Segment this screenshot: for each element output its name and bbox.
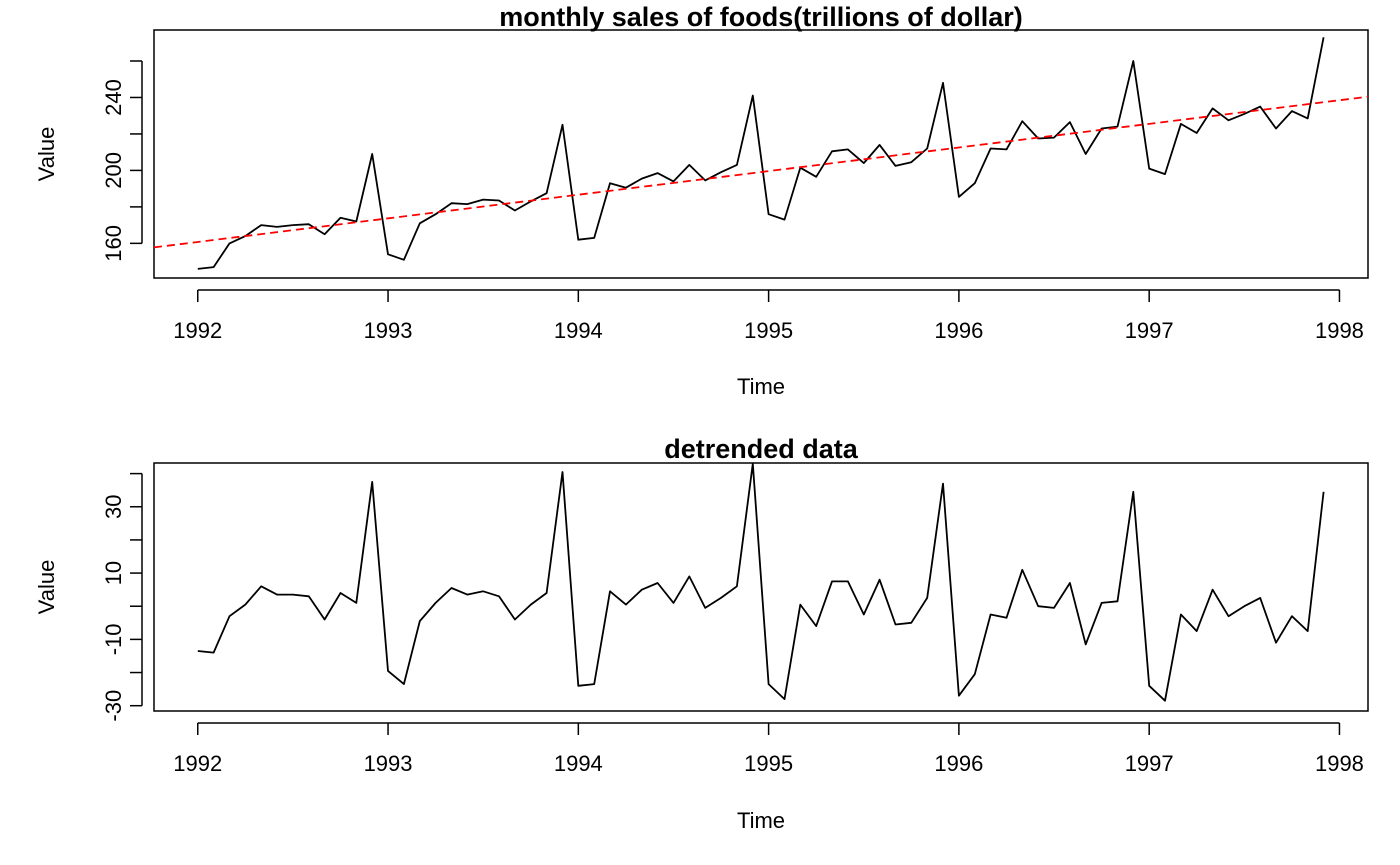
x-axis: 1992 1993 1994 1995 1996 1997 1998 <box>173 289 1364 343</box>
x-tick-label: 1998 <box>1315 751 1364 776</box>
panel-monthly-sales: monthly sales of foods(trillions of doll… <box>34 2 1369 399</box>
x-tick-label: 1997 <box>1125 318 1174 343</box>
y-tick-label: 240 <box>101 79 126 116</box>
x-axis: 1992 1993 1994 1995 1996 1997 1998 <box>173 722 1364 776</box>
x-axis-label: Time <box>737 374 785 399</box>
series-line <box>197 37 1325 270</box>
x-tick-label: 1993 <box>364 318 413 343</box>
y-axis-label: Value <box>34 560 59 615</box>
panel-title: monthly sales of foods(trillions of doll… <box>499 2 1023 32</box>
y-axis: -30 -10 10 30 <box>101 472 143 722</box>
series-line <box>197 462 1325 702</box>
x-tick-label: 1993 <box>364 751 413 776</box>
x-tick-label: 1998 <box>1315 318 1364 343</box>
x-tick-label: 1996 <box>934 318 983 343</box>
panel-detrended: detrended data 1992 1993 1994 1995 1996 1997 1… <box>34 434 1369 833</box>
y-tick-label: 30 <box>101 495 126 519</box>
trend-line <box>153 95 1369 249</box>
x-tick-label: 1994 <box>554 751 603 776</box>
x-tick-label: 1995 <box>744 751 793 776</box>
series-layer <box>153 37 1369 270</box>
series-layer <box>197 462 1325 702</box>
x-tick-label: 1992 <box>173 751 222 776</box>
x-axis-label: Time <box>737 808 785 833</box>
panel-title: detrended data <box>664 434 859 464</box>
y-axis-label: Value <box>34 127 59 182</box>
x-tick-label: 1996 <box>934 751 983 776</box>
y-tick-label: 160 <box>101 225 126 262</box>
plot-frame <box>153 29 1369 279</box>
y-tick-label: -10 <box>101 623 126 655</box>
y-tick-label: -30 <box>101 690 126 722</box>
plot-frame <box>153 462 1369 712</box>
y-axis: 160 200 240 <box>101 60 143 262</box>
x-tick-label: 1997 <box>1125 751 1174 776</box>
x-tick-label: 1995 <box>744 318 793 343</box>
x-tick-label: 1992 <box>173 318 222 343</box>
x-tick-label: 1994 <box>554 318 603 343</box>
y-tick-label: 200 <box>101 152 126 189</box>
y-tick-label: 10 <box>101 561 126 585</box>
